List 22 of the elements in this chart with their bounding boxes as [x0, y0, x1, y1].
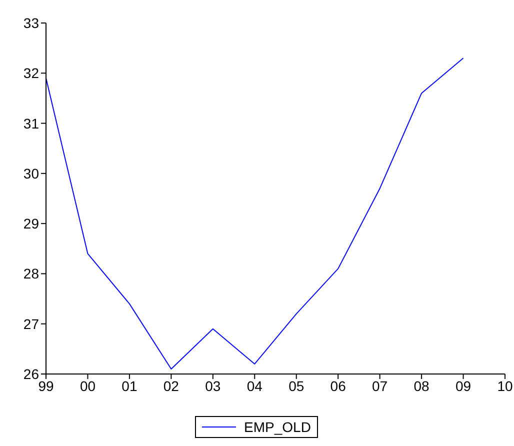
y-tick-label: 33: [23, 14, 40, 31]
x-tick-label: 03: [205, 378, 221, 394]
x-tick-label: 00: [80, 378, 96, 394]
y-tick-label: 27: [23, 316, 40, 332]
legend-label: EMP_OLD: [244, 419, 311, 435]
x-tick-label: 01: [122, 378, 138, 394]
x-tick-label: 07: [372, 378, 388, 394]
y-tick-label: 32: [23, 65, 40, 82]
y-tick-label: 29: [23, 216, 40, 232]
x-tick-label: 10: [497, 378, 513, 394]
y-tick-label: 30: [23, 165, 40, 182]
x-tick-label: 04: [246, 378, 263, 394]
x-tick-label: 09: [455, 378, 472, 394]
y-tick-label: 26: [23, 366, 40, 382]
x-tick-label: 02: [163, 378, 180, 394]
x-tick-label: 99: [38, 378, 54, 394]
y-tick-label: 28: [23, 266, 40, 282]
x-tick-label: 06: [330, 378, 346, 394]
line-series: [46, 58, 464, 370]
y-tick-label: 31: [23, 115, 40, 132]
x-tick-label: 05: [288, 378, 304, 394]
x-tick-label: 08: [414, 378, 430, 394]
